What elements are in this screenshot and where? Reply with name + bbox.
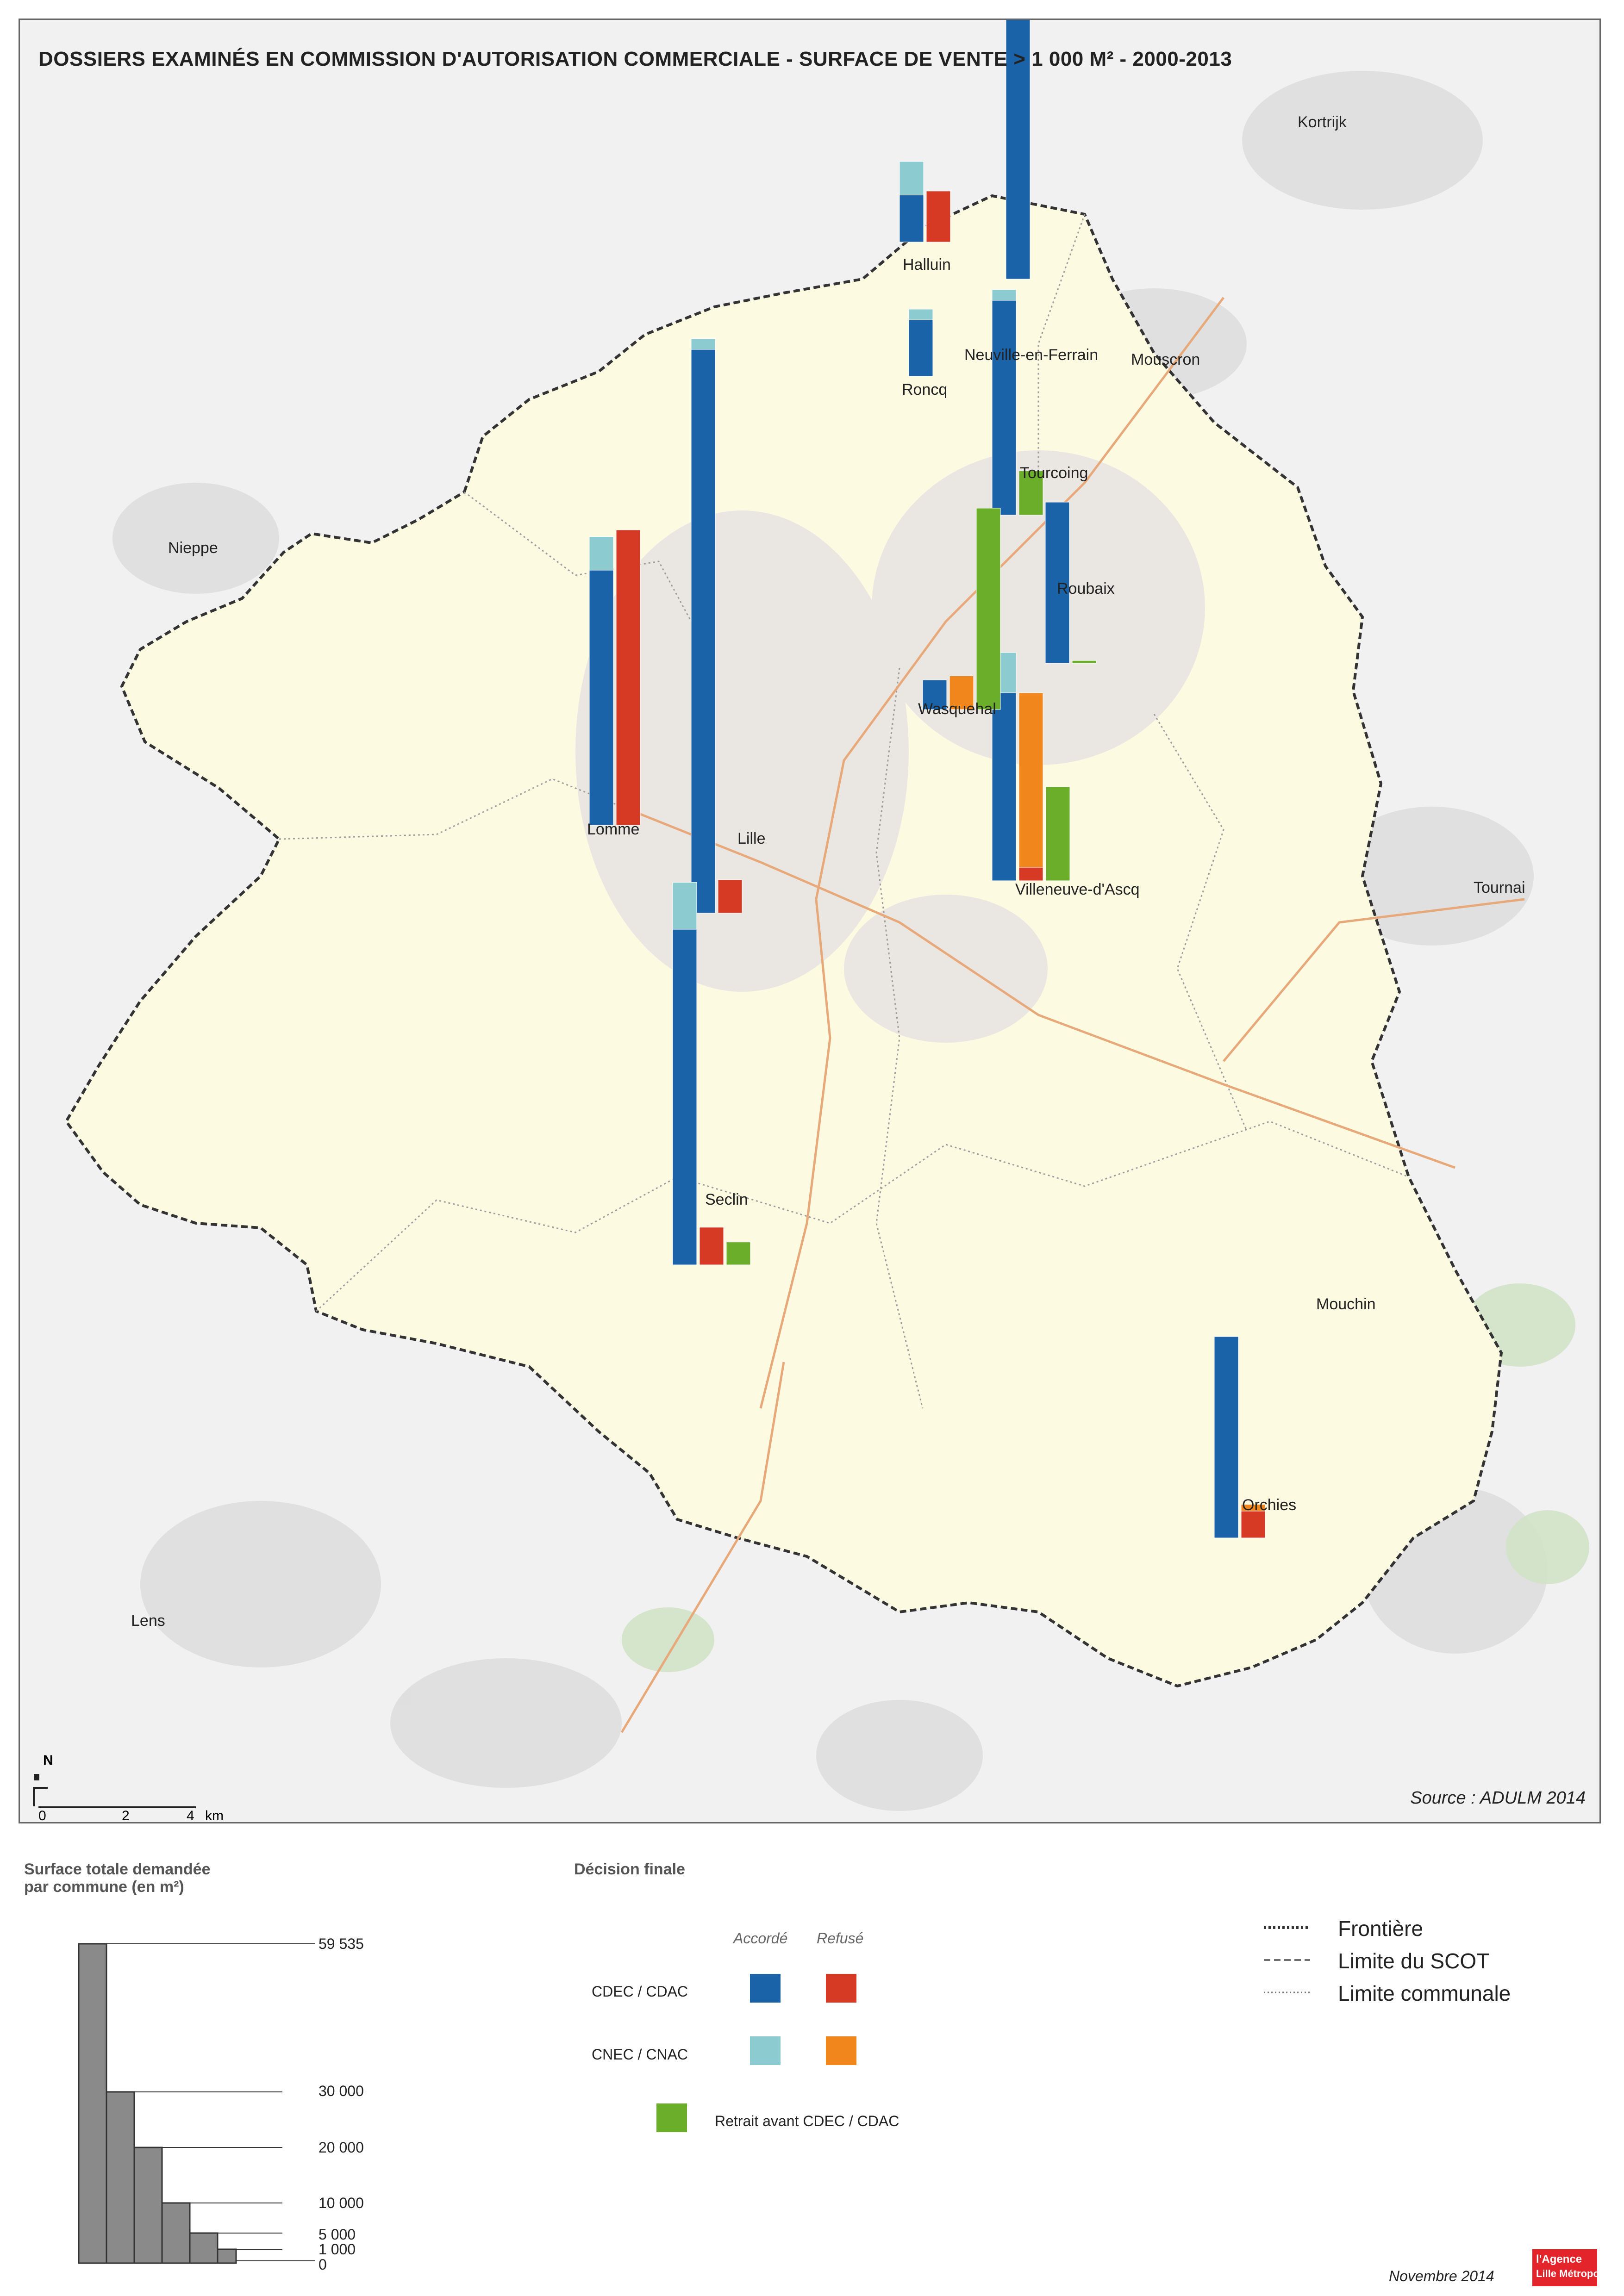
surface-tick: 59 535 — [319, 1935, 364, 1952]
commune-bar — [992, 300, 1017, 516]
commune-label: Orchies — [1242, 1496, 1296, 1514]
commune-label: Neuville-en-Ferrain — [964, 346, 1098, 364]
commune-bar — [949, 676, 974, 710]
date: Novembre 2014 — [1389, 2268, 1494, 2284]
line-legend-symbols — [1264, 1926, 1310, 1993]
commune-bar — [976, 508, 1001, 710]
commune-bar — [718, 879, 743, 914]
commune-bar — [672, 882, 697, 930]
surface-tick: 1 000 — [319, 2241, 356, 2258]
surface-tick: 20 000 — [319, 2139, 364, 2156]
commune-bar — [1045, 786, 1070, 881]
swatch-cnec-refuse — [826, 2036, 856, 2065]
surface-tick: 10 000 — [319, 2195, 364, 2211]
map-canvas[interactable]: Halluin Neuville-en-Ferrain Roncq Tourcoing… — [20, 20, 1601, 1823]
source-text: Source : ADULM 2014 — [1410, 1788, 1586, 1808]
commune-bar — [1214, 1336, 1239, 1538]
surface-tick: 5 000 — [319, 2226, 356, 2243]
commune-label: Roncq — [902, 381, 947, 398]
commune-bar — [1018, 692, 1043, 868]
commune-bar — [908, 319, 933, 377]
commune-bar — [726, 1242, 751, 1265]
commune-label: Seclin — [705, 1191, 748, 1208]
outside-label: Mouchin — [1316, 1295, 1376, 1313]
swatch-cdec-accorde — [750, 1974, 781, 2003]
legend-scot: Limite du SCOT — [1338, 1949, 1490, 1973]
commune-bar — [672, 929, 697, 1265]
svg-text:2: 2 — [122, 1808, 130, 1823]
commune-label: Lomme — [587, 821, 639, 838]
surface-tick: 30 000 — [319, 2083, 364, 2099]
legend-communale: Limite communale — [1338, 1981, 1511, 2005]
swatch-retrait — [656, 2103, 687, 2132]
swatch-cdec-refuse — [826, 1974, 856, 2003]
commune-bar — [922, 679, 947, 710]
commune-bar — [691, 349, 716, 914]
commune-bar — [1006, 20, 1031, 280]
commune-bar — [899, 195, 924, 243]
commune-bar — [1045, 502, 1070, 664]
outside-label: Tournai — [1474, 879, 1525, 896]
commune-label: Halluin — [903, 256, 951, 274]
scale-bar: 0 2 4 km N — [33, 1753, 224, 1823]
map-frame: Halluin Neuville-en-Ferrain Roncq Tourcoing… — [19, 19, 1601, 1823]
commune-label: Wasquehal — [918, 700, 996, 718]
commune-bar — [1018, 867, 1043, 881]
outside-label: Kortrijk — [1298, 113, 1347, 131]
commune-bar — [908, 309, 933, 320]
svg-text:N: N — [43, 1753, 53, 1768]
legend-col-refuse: Refusé — [817, 1930, 864, 1947]
outside-label: Lens — [131, 1612, 165, 1630]
outside-label: Nieppe — [168, 539, 218, 557]
map-title: DOSSIERS EXAMINÉS EN COMMISSION D'AUTORI… — [38, 48, 1232, 70]
svg-text:4: 4 — [187, 1808, 194, 1823]
commune-label: Lille — [737, 830, 765, 847]
surface-tick: 0 — [319, 2256, 327, 2273]
legend-row-cdec: CDEC / CDAC — [592, 1983, 688, 2000]
logo-line2: Lille Métropole — [1536, 2268, 1608, 2279]
swatch-cnec-accorde — [750, 2036, 781, 2065]
commune-bar — [992, 289, 1017, 301]
commune-bars — [589, 20, 1266, 1538]
surface-legend-title-2: par commune (en m²) — [24, 1878, 184, 1896]
svg-text:0: 0 — [38, 1808, 46, 1823]
logo — [1532, 2249, 1597, 2286]
surface-legend-title-1: Surface totale demandée — [24, 1860, 211, 1878]
commune-bar — [992, 692, 1017, 881]
commune-bar — [1241, 1504, 1266, 1512]
commune-bar — [926, 191, 951, 243]
commune-bar — [589, 536, 614, 571]
commune-labels: Halluin Neuville-en-Ferrain Roncq Tourcoing… — [587, 256, 1296, 1514]
svg-text:km: km — [205, 1808, 224, 1823]
legend-col-accorde: Accordé — [733, 1930, 788, 1947]
commune-bar — [1241, 1511, 1266, 1538]
legend-frontiere: Frontière — [1338, 1916, 1424, 1941]
logo-line1: l'Agence — [1536, 2253, 1582, 2265]
decision-legend-title: Décision finale — [574, 1860, 685, 1878]
legend-row-cnec: CNEC / CNAC — [592, 2046, 688, 2063]
commune-label: Tourcoing — [1020, 464, 1088, 482]
commune-bar — [899, 161, 924, 195]
commune-bar — [1018, 470, 1043, 516]
commune-label: Villeneuve-d'Ascq — [1015, 881, 1140, 898]
commune-bar — [589, 570, 614, 826]
commune-bar — [616, 529, 641, 826]
surface-legend — [78, 1943, 315, 2264]
commune-bar — [691, 338, 716, 350]
commune-bar — [1072, 660, 1097, 664]
outside-label: Mouscron — [1131, 351, 1200, 368]
commune-label: Roubaix — [1057, 580, 1115, 597]
commune-bar — [699, 1227, 724, 1265]
legend-retrait: Retrait avant CDEC / CDAC — [715, 2113, 899, 2129]
